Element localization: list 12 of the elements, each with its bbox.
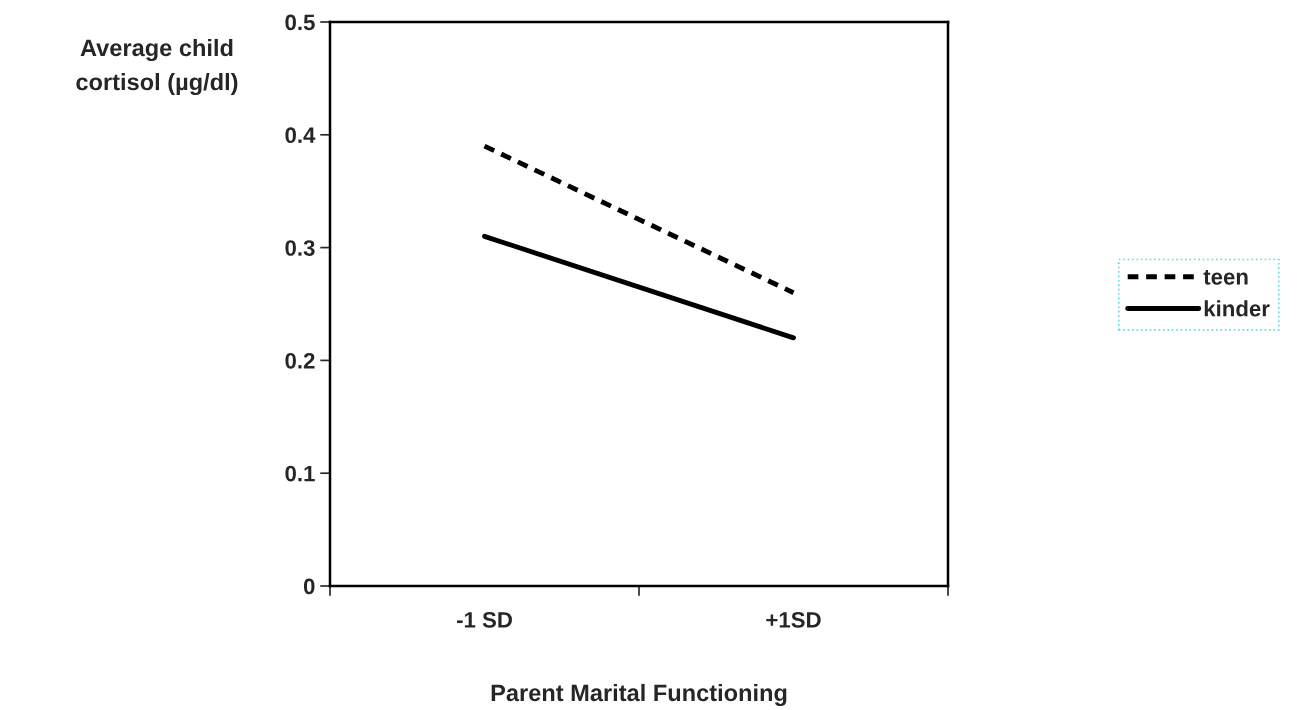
x-axis-title: Parent Marital Functioning bbox=[491, 683, 787, 707]
y-tick-label: 0 bbox=[303, 578, 315, 595]
y-tick-label: 0.4 bbox=[285, 127, 316, 144]
y-tick-label: 0.5 bbox=[285, 14, 315, 31]
legend-label: kinder bbox=[1204, 300, 1270, 317]
legend-label: teen bbox=[1203, 269, 1248, 285]
y-axis-title: Average child cortisol (µg/dl) bbox=[76, 38, 238, 96]
x-tick-label: -1 SD bbox=[456, 611, 512, 628]
y-tick-label: 0.2 bbox=[285, 352, 315, 369]
x-tick-label: +1SD bbox=[766, 611, 821, 628]
y-tick-label: 0.3 bbox=[285, 240, 315, 256]
y-tick-label: 0.1 bbox=[285, 465, 315, 482]
